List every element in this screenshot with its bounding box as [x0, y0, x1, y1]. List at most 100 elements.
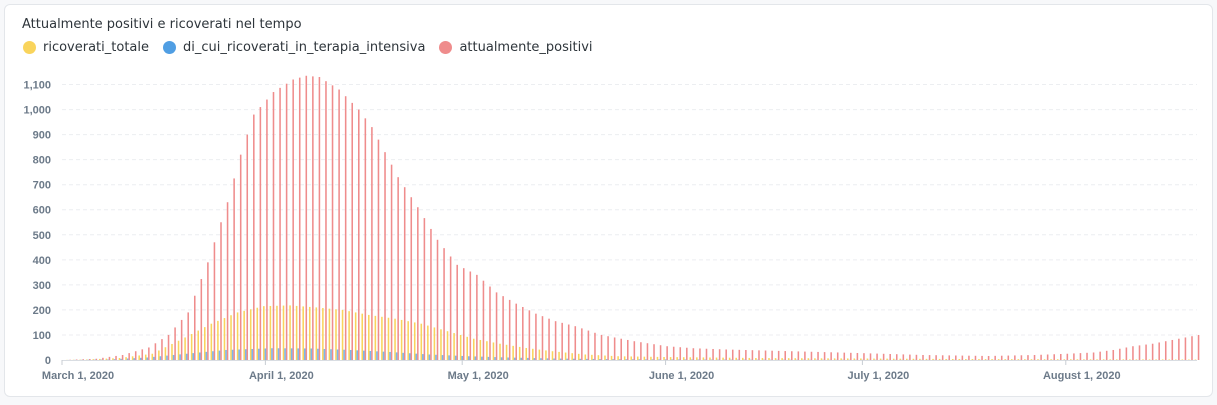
bar-di-cui-ricoverati-in-terapia-intensiva[interactable] [415, 353, 418, 360]
bar-ricoverati-totale[interactable] [1030, 359, 1033, 360]
bar-di-cui-ricoverati-in-terapia-intensiva[interactable] [139, 357, 142, 360]
bar-attualmente-positivi[interactable] [384, 152, 386, 360]
bar-attualmente-positivi[interactable] [128, 353, 130, 360]
bar-di-cui-ricoverati-in-terapia-intensiva[interactable] [376, 351, 378, 360]
bar-attualmente-positivi[interactable] [640, 342, 642, 360]
bar-attualmente-positivi[interactable] [1184, 337, 1187, 360]
bar-di-cui-ricoverati-in-terapia-intensiva[interactable] [159, 356, 162, 360]
bar-ricoverati-totale[interactable] [873, 358, 875, 360]
bar-attualmente-positivi[interactable] [836, 352, 839, 360]
bar-attualmente-positivi[interactable] [1027, 355, 1029, 360]
bar-attualmente-positivi[interactable] [699, 348, 701, 360]
bar-attualmente-positivi[interactable] [771, 350, 773, 360]
bar-attualmente-positivi[interactable] [141, 349, 144, 360]
bar-attualmente-positivi[interactable] [535, 313, 537, 360]
bar-di-cui-ricoverati-in-terapia-intensiva[interactable] [363, 350, 365, 360]
bar-attualmente-positivi[interactable] [423, 218, 426, 360]
bar-attualmente-positivi[interactable] [581, 328, 583, 360]
bar-attualmente-positivi[interactable] [502, 296, 504, 360]
bar-ricoverati-totale[interactable] [112, 358, 114, 360]
bar-ricoverati-totale[interactable] [492, 342, 495, 360]
bar-ricoverati-totale[interactable] [965, 359, 967, 360]
bar-ricoverati-totale[interactable] [656, 356, 659, 360]
bar-attualmente-positivi[interactable] [869, 353, 872, 360]
bar-attualmente-positivi[interactable] [82, 359, 85, 360]
bar-ricoverati-totale[interactable] [689, 357, 692, 360]
bar-attualmente-positivi[interactable] [115, 355, 117, 360]
bar-di-cui-ricoverati-in-terapia-intensiva[interactable] [605, 359, 608, 360]
bar-ricoverati-totale[interactable] [984, 359, 987, 360]
bar-ricoverati-totale[interactable] [643, 356, 646, 360]
bar-attualmente-positivi[interactable] [909, 354, 911, 360]
bar-di-cui-ricoverati-in-terapia-intensiva[interactable] [408, 353, 411, 360]
bar-ricoverati-totale[interactable] [138, 355, 140, 360]
bar-ricoverati-totale[interactable] [682, 357, 685, 360]
bar-ricoverati-totale[interactable] [328, 308, 331, 360]
bar-di-cui-ricoverati-in-terapia-intensiva[interactable] [271, 348, 273, 360]
bar-di-cui-ricoverati-in-terapia-intensiva[interactable] [625, 359, 627, 360]
bar-ricoverati-totale[interactable] [1115, 359, 1118, 360]
bar-di-cui-ricoverati-in-terapia-intensiva[interactable] [395, 352, 398, 360]
bar-di-cui-ricoverati-in-terapia-intensiva[interactable] [494, 357, 496, 360]
bar-attualmente-positivi[interactable] [751, 350, 754, 360]
bar-attualmente-positivi[interactable] [305, 75, 308, 360]
bar-attualmente-positivi[interactable] [895, 354, 898, 360]
bar-attualmente-positivi[interactable] [935, 355, 937, 360]
bar-attualmente-positivi[interactable] [928, 355, 931, 360]
bar-ricoverati-totale[interactable] [440, 329, 442, 360]
bar-ricoverati-totale[interactable] [131, 356, 134, 360]
bar-di-cui-ricoverati-in-terapia-intensiva[interactable] [645, 359, 647, 360]
bar-ricoverati-totale[interactable] [827, 358, 829, 360]
bar-attualmente-positivi[interactable] [554, 321, 557, 360]
bar-ricoverati-totale[interactable] [1056, 359, 1059, 360]
bar-ricoverati-totale[interactable] [1070, 359, 1072, 360]
bar-ricoverati-totale[interactable] [413, 322, 416, 360]
bar-di-cui-ricoverati-in-terapia-intensiva[interactable] [671, 359, 673, 360]
bar-di-cui-ricoverati-in-terapia-intensiva[interactable] [546, 358, 549, 360]
bar-ricoverati-totale[interactable] [866, 358, 869, 360]
bar-ricoverati-totale[interactable] [715, 357, 718, 360]
bar-ricoverati-totale[interactable] [1129, 359, 1131, 360]
bar-ricoverati-totale[interactable] [1083, 359, 1085, 360]
bar-di-cui-ricoverati-in-terapia-intensiva[interactable] [126, 358, 129, 361]
bar-ricoverati-totale[interactable] [381, 316, 383, 360]
bar-di-cui-ricoverati-in-terapia-intensiva[interactable] [146, 357, 149, 361]
bar-attualmente-positivi[interactable] [620, 338, 622, 360]
bar-di-cui-ricoverati-in-terapia-intensiva[interactable] [218, 350, 221, 360]
bar-ricoverati-totale[interactable] [217, 320, 219, 360]
bar-attualmente-positivi[interactable] [633, 341, 636, 360]
bar-di-cui-ricoverati-in-terapia-intensiva[interactable] [349, 349, 352, 360]
bar-attualmente-positivi[interactable] [646, 343, 649, 360]
bar-ricoverati-totale[interactable] [361, 313, 364, 360]
bar-ricoverati-totale[interactable] [663, 356, 665, 360]
bar-ricoverati-totale[interactable] [1050, 359, 1052, 360]
bar-ricoverati-totale[interactable] [308, 306, 311, 360]
bar-ricoverati-totale[interactable] [479, 339, 482, 360]
bar-attualmente-positivi[interactable] [462, 268, 465, 360]
bar-attualmente-positivi[interactable] [1092, 352, 1095, 360]
bar-ricoverati-totale[interactable] [1181, 359, 1184, 360]
bar-attualmente-positivi[interactable] [823, 352, 826, 360]
bar-attualmente-positivi[interactable] [981, 355, 983, 360]
bar-ricoverati-totale[interactable] [558, 351, 560, 360]
bar-attualmente-positivi[interactable] [587, 330, 590, 360]
bar-attualmente-positivi[interactable] [718, 349, 721, 360]
bar-attualmente-positivi[interactable] [712, 348, 714, 360]
bar-ricoverati-totale[interactable] [945, 358, 947, 360]
bar-attualmente-positivi[interactable] [941, 355, 944, 360]
bar-attualmente-positivi[interactable] [1073, 353, 1075, 360]
bar-di-cui-ricoverati-in-terapia-intensiva[interactable] [527, 357, 529, 360]
bar-attualmente-positivi[interactable] [745, 350, 747, 360]
bar-attualmente-positivi[interactable] [1158, 342, 1160, 360]
bar-attualmente-positivi[interactable] [410, 197, 413, 360]
bar-attualmente-positivi[interactable] [75, 359, 78, 361]
bar-di-cui-ricoverati-in-terapia-intensiva[interactable] [330, 349, 332, 360]
bar-attualmente-positivi[interactable] [882, 353, 885, 360]
bar-di-cui-ricoverati-in-terapia-intensiva[interactable] [533, 358, 536, 360]
bar-ricoverati-totale[interactable] [551, 351, 554, 360]
bar-attualmente-positivi[interactable] [705, 348, 708, 360]
bar-di-cui-ricoverati-in-terapia-intensiva[interactable] [185, 353, 188, 360]
bar-ricoverati-totale[interactable] [374, 315, 377, 360]
bar-ricoverati-totale[interactable] [853, 358, 856, 360]
bar-di-cui-ricoverati-in-terapia-intensiva[interactable] [402, 352, 404, 360]
